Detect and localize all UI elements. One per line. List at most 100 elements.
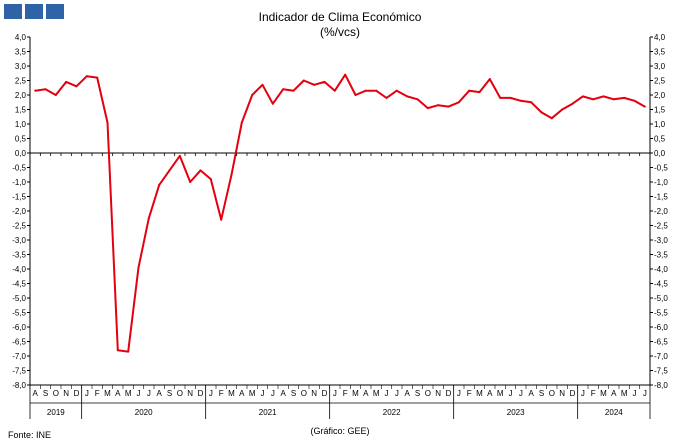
month-label: S — [291, 389, 296, 398]
y-tick-label-right: -3,5 — [654, 251, 668, 260]
month-label: N — [559, 389, 565, 398]
data-point — [550, 117, 553, 120]
y-tick-label-left: -6,0 — [12, 323, 26, 332]
ine-logo-icon — [4, 4, 64, 19]
data-point — [106, 121, 109, 124]
data-point — [333, 89, 336, 92]
month-label: J — [643, 389, 647, 398]
month-label: N — [311, 389, 317, 398]
logo-block — [25, 4, 43, 19]
data-point — [44, 88, 47, 91]
data-point — [561, 108, 564, 111]
data-point — [65, 80, 68, 83]
y-tick-label-right: 1,0 — [654, 120, 666, 129]
y-tick-label-right: 3,0 — [654, 62, 666, 71]
month-label: M — [621, 389, 628, 398]
month-label: M — [352, 389, 359, 398]
month-label: M — [497, 389, 504, 398]
data-point — [220, 218, 223, 221]
month-label: J — [137, 389, 141, 398]
data-point — [643, 105, 646, 108]
logo-block — [4, 4, 22, 19]
y-tick-label-left: 0,5 — [15, 135, 27, 144]
data-point — [530, 101, 533, 104]
data-point — [292, 89, 295, 92]
y-tick-label-left: -6,5 — [12, 338, 26, 347]
y-tick-label-left: 3,5 — [15, 48, 27, 57]
month-label: F — [343, 389, 348, 398]
data-point — [34, 89, 37, 92]
month-label: J — [633, 389, 637, 398]
data-point — [230, 173, 233, 176]
month-label: J — [333, 389, 337, 398]
month-label: A — [280, 389, 286, 398]
y-tick-label-left: -7,0 — [12, 352, 26, 361]
y-tick-label-right: -2,5 — [654, 222, 668, 231]
month-label: J — [519, 389, 523, 398]
data-point — [633, 99, 636, 102]
month-label: J — [581, 389, 585, 398]
y-tick-label-right: -5,0 — [654, 294, 668, 303]
month-label: O — [53, 389, 59, 398]
y-tick-label-right: 0,0 — [654, 149, 666, 158]
y-tick-label-left: 4,0 — [15, 33, 27, 42]
data-point — [499, 96, 502, 99]
y-tick-label-left: -5,5 — [12, 309, 26, 318]
month-label: N — [187, 389, 193, 398]
line-chart: 4,0 4,0 3,5 3,5 3,0 3,0 2,5 2,5 2,0 2,0 1,5 1,5 1,0 1… — [12, 33, 668, 419]
month-label: F — [219, 389, 224, 398]
y-tick-label-left: -0,5 — [12, 164, 26, 173]
y-tick-label-right: -1,5 — [654, 193, 668, 202]
data-point — [540, 111, 543, 114]
month-label: D — [198, 389, 204, 398]
year-label: 2021 — [259, 408, 277, 417]
data-point — [189, 181, 192, 183]
month-label: A — [363, 389, 369, 398]
month-label: J — [209, 389, 213, 398]
y-tick-label-right: -8,0 — [654, 381, 668, 390]
month-label: O — [177, 389, 183, 398]
y-tick-label-right: 4,0 — [654, 33, 666, 42]
month-label: J — [147, 389, 151, 398]
data-point — [592, 98, 595, 101]
y-tick-label-right: -7,0 — [654, 352, 668, 361]
data-point — [519, 99, 522, 102]
y-tick-label-left: -2,0 — [12, 207, 26, 216]
month-label: A — [487, 389, 493, 398]
data-point — [137, 266, 140, 269]
data-point — [385, 96, 388, 99]
data-point — [54, 94, 57, 96]
y-tick-label-left: 0,0 — [15, 149, 27, 158]
data-point — [426, 107, 429, 110]
month-label: O — [425, 389, 431, 398]
month-label: M — [125, 389, 132, 398]
y-tick-label-left: -3,5 — [12, 251, 26, 260]
data-point — [581, 95, 584, 98]
data-point — [199, 169, 202, 172]
data-point — [488, 78, 491, 81]
credit-label: (Gráfico: GEE) — [310, 426, 370, 436]
y-tick-label-right: 0,5 — [654, 135, 666, 144]
data-point — [509, 96, 512, 99]
data-point — [313, 83, 316, 86]
y-tick-label-right: -1,0 — [654, 178, 668, 187]
data-point — [251, 94, 254, 96]
month-label: M — [373, 389, 380, 398]
y-tick-label-left: -5,0 — [12, 294, 26, 303]
data-point — [302, 79, 305, 82]
month-label: F — [591, 389, 596, 398]
month-label: D — [74, 389, 80, 398]
month-label: M — [249, 389, 256, 398]
month-label: M — [104, 389, 111, 398]
y-tick-label-right: 2,0 — [654, 91, 666, 100]
data-point — [478, 91, 481, 94]
data-point — [364, 89, 367, 92]
month-label: F — [467, 389, 472, 398]
month-label: A — [528, 389, 534, 398]
y-tick-label-left: 2,0 — [15, 91, 27, 100]
month-label: D — [570, 389, 576, 398]
month-label: J — [271, 389, 275, 398]
month-label: O — [549, 389, 555, 398]
data-point — [271, 102, 274, 105]
y-tick-label-left: 1,0 — [15, 120, 27, 129]
